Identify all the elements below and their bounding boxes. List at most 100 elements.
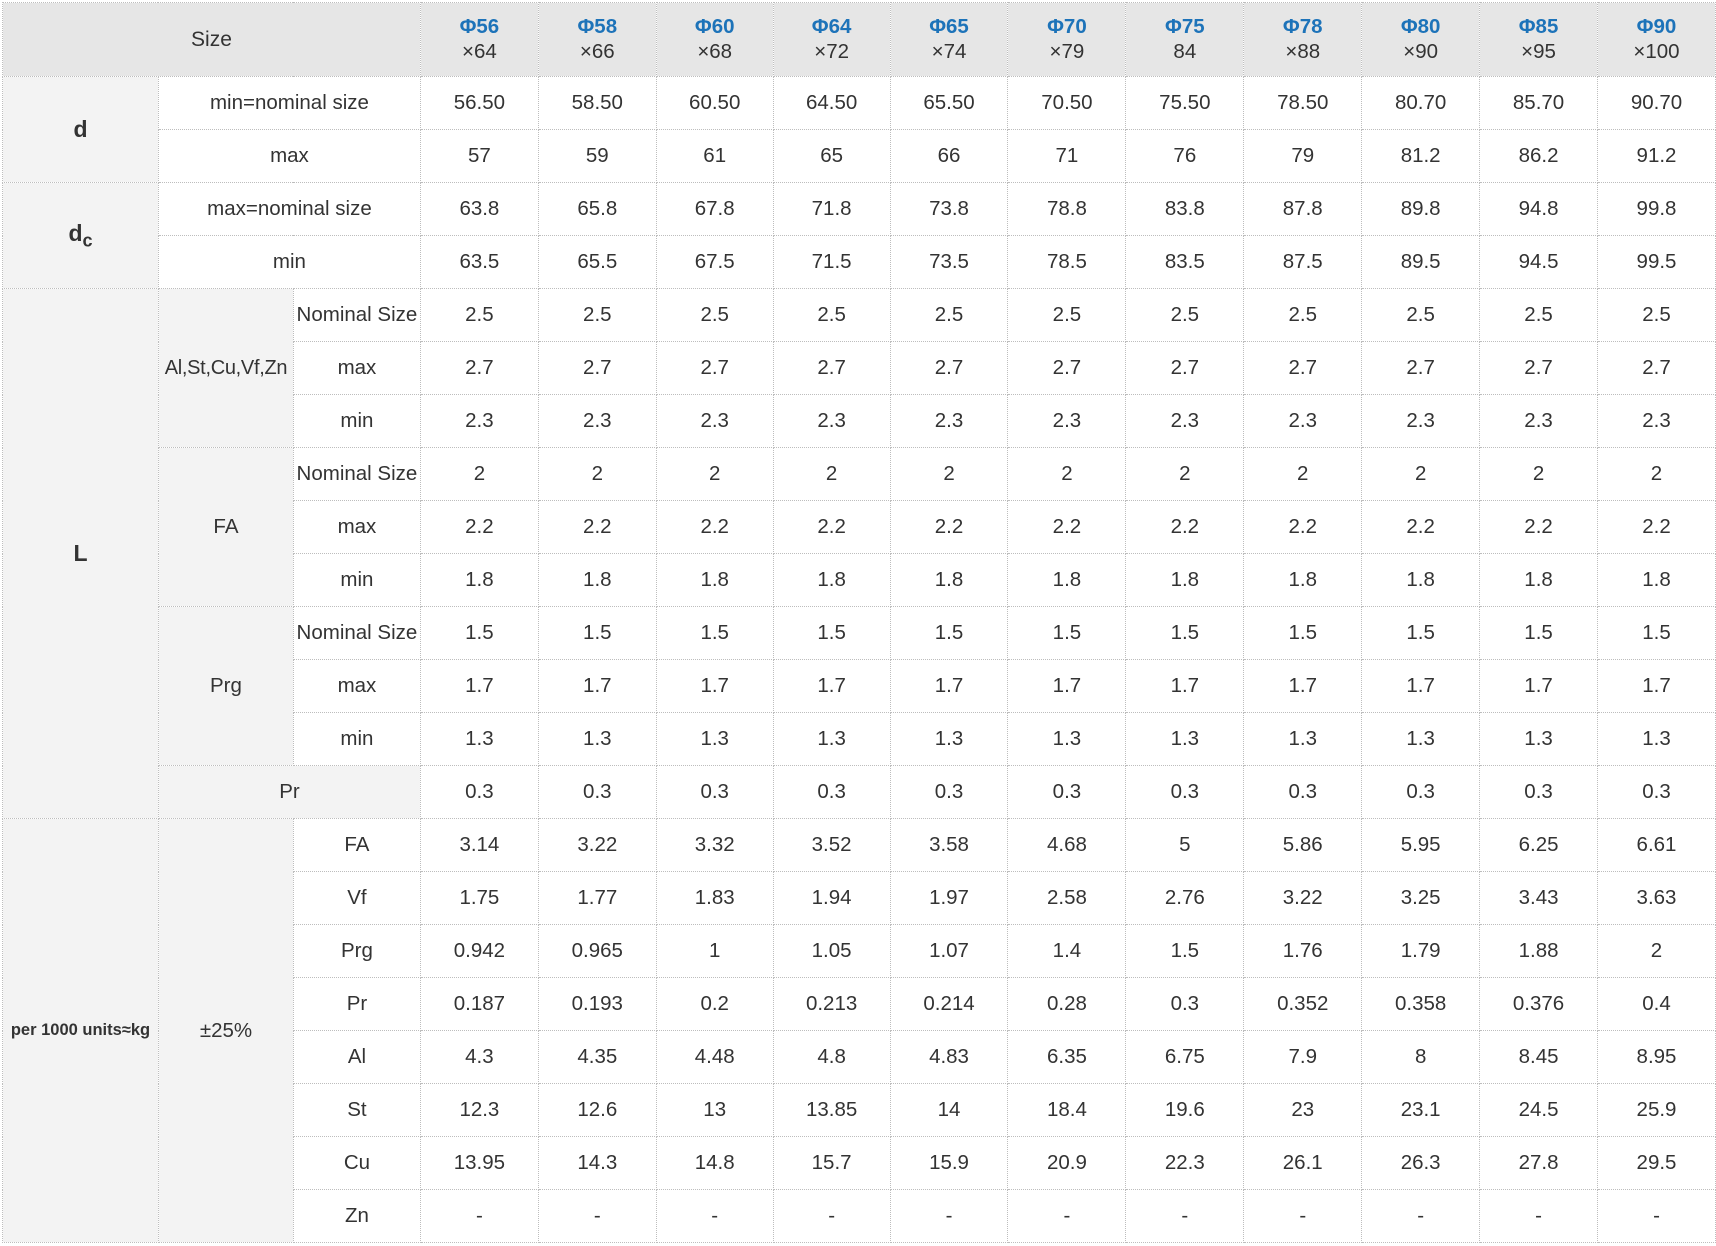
value-cell: 76	[1125, 129, 1245, 183]
value-cell: 8	[1361, 1030, 1481, 1084]
header-row: Size Φ56 ×64 Φ58 ×66 Φ60 ×68 Φ64 ×72 Φ65 ×74 Φ70 ×7…	[2, 2, 1716, 77]
value-cell: 13.95	[419, 1136, 539, 1190]
value-cell: 23.1	[1361, 1083, 1481, 1137]
value-cell: 14.8	[655, 1136, 774, 1190]
row-label: min=nominal size	[157, 76, 421, 130]
value-cell: 0.3	[1597, 765, 1716, 819]
diameter-label: Φ80	[1400, 15, 1441, 39]
value-cell: -	[537, 1189, 657, 1243]
value-cell: 13.85	[772, 1083, 891, 1137]
value-cell: 65	[772, 129, 891, 183]
size-column-header: Φ70 ×79	[1007, 2, 1127, 77]
value-cell: 1.5	[1597, 606, 1716, 660]
size-column-header: Φ75 84	[1125, 2, 1245, 77]
value-cell: 2.7	[1597, 341, 1716, 395]
value-cell: 1	[655, 924, 774, 978]
size-column-header: Φ56 ×64	[419, 2, 539, 77]
value-cell: 0.3	[1243, 765, 1363, 819]
value-cell: 2	[655, 447, 774, 501]
value-cell: 86.2	[1479, 129, 1598, 183]
value-cell: 8.95	[1597, 1030, 1716, 1084]
value-cell: 3.63	[1597, 871, 1716, 925]
value-cell: 2.7	[537, 341, 657, 395]
value-cell: 2.7	[889, 341, 1009, 395]
diameter-label: Φ64	[811, 15, 852, 39]
value-cell: 2	[1361, 447, 1481, 501]
length-label: 84	[1173, 39, 1197, 63]
value-cell: 1.79	[1361, 924, 1481, 978]
row-label: max	[292, 659, 421, 713]
diameter-label: Φ70	[1047, 15, 1087, 39]
row-label: max	[292, 341, 421, 395]
size-column-header: Φ90 ×100	[1597, 2, 1716, 77]
row-label: max=nominal size	[157, 182, 421, 236]
value-cell: 2.5	[1479, 288, 1598, 342]
value-cell: 67.8	[655, 182, 774, 236]
value-cell: 0.965	[537, 924, 657, 978]
value-cell: 1.3	[772, 712, 891, 766]
value-cell: 2	[1007, 447, 1127, 501]
size-column-header: Φ64 ×72	[772, 2, 891, 77]
group-d-label: d	[2, 76, 159, 183]
value-cell: 12.6	[537, 1083, 657, 1137]
value-cell: -	[1597, 1189, 1716, 1243]
value-cell: 2.5	[419, 288, 539, 342]
value-cell: -	[1125, 1189, 1245, 1243]
value-cell: 65.8	[537, 182, 657, 236]
table-row: max 57 59 61 65 66 71 76 79 81.2 86.2 91.2	[3, 129, 1716, 183]
value-cell: 4.35	[537, 1030, 657, 1084]
value-cell: 0.376	[1479, 977, 1598, 1031]
value-cell: 1.8	[537, 553, 657, 607]
value-cell: 0.213	[772, 977, 891, 1031]
value-cell: 1.5	[655, 606, 774, 660]
value-cell: 0.3	[1125, 977, 1245, 1031]
group-dc-label: dc	[2, 182, 159, 289]
value-cell: 0.3	[419, 765, 539, 819]
table-row: Al 4.3 4.35 4.48 4.8 4.83 6.35 6.75 7.9 8 8.45 8.95	[3, 1030, 1716, 1084]
size-column-header: Φ60 ×68	[655, 2, 774, 77]
value-cell: 1.7	[772, 659, 891, 713]
value-cell: 1.7	[1597, 659, 1716, 713]
value-cell: 3.58	[889, 818, 1009, 872]
value-cell: 12.3	[419, 1083, 539, 1137]
value-cell: 1.77	[537, 871, 657, 925]
row-label: Nominal Size	[292, 447, 421, 501]
value-cell: 1.3	[1243, 712, 1363, 766]
value-cell: 1.7	[1243, 659, 1363, 713]
value-cell: 91.2	[1597, 129, 1716, 183]
value-cell: 1.07	[889, 924, 1009, 978]
value-cell: 2.76	[1125, 871, 1245, 925]
value-cell: 3.52	[772, 818, 891, 872]
value-cell: 89.8	[1361, 182, 1481, 236]
value-cell: 1.88	[1479, 924, 1598, 978]
value-cell: 59	[537, 129, 657, 183]
value-cell: 3.22	[537, 818, 657, 872]
diameter-label: Φ78	[1282, 15, 1323, 39]
diameter-label: Φ75	[1165, 15, 1205, 39]
row-label: min	[292, 712, 421, 766]
length-label: ×68	[697, 39, 733, 63]
row-label: min	[157, 235, 421, 289]
value-cell: 71.5	[772, 235, 891, 289]
table-row: max 2.7 2.7 2.7 2.7 2.7 2.7 2.7 2.7 2.7 2.7 2.7	[3, 341, 1716, 395]
value-cell: 2.2	[1479, 500, 1598, 554]
size-column-header: Φ85 ×95	[1479, 2, 1598, 77]
value-cell: 0.3	[537, 765, 657, 819]
value-cell: 13	[655, 1083, 774, 1137]
value-cell: 0.3	[655, 765, 774, 819]
value-cell: 71.8	[772, 182, 891, 236]
value-cell: 5.86	[1243, 818, 1363, 872]
material-row-label: Cu	[292, 1136, 421, 1190]
row-label: min	[292, 394, 421, 448]
value-cell: 2.5	[1361, 288, 1481, 342]
value-cell: 1.5	[1125, 924, 1245, 978]
value-cell: 1.5	[772, 606, 891, 660]
value-cell: 58.50	[537, 76, 657, 130]
value-cell: 1.76	[1243, 924, 1363, 978]
value-cell: 1.8	[655, 553, 774, 607]
diameter-label: Φ85	[1518, 15, 1559, 39]
size-column-header: Φ78 ×88	[1243, 2, 1363, 77]
length-label: ×79	[1049, 39, 1085, 63]
value-cell: 6.75	[1125, 1030, 1245, 1084]
